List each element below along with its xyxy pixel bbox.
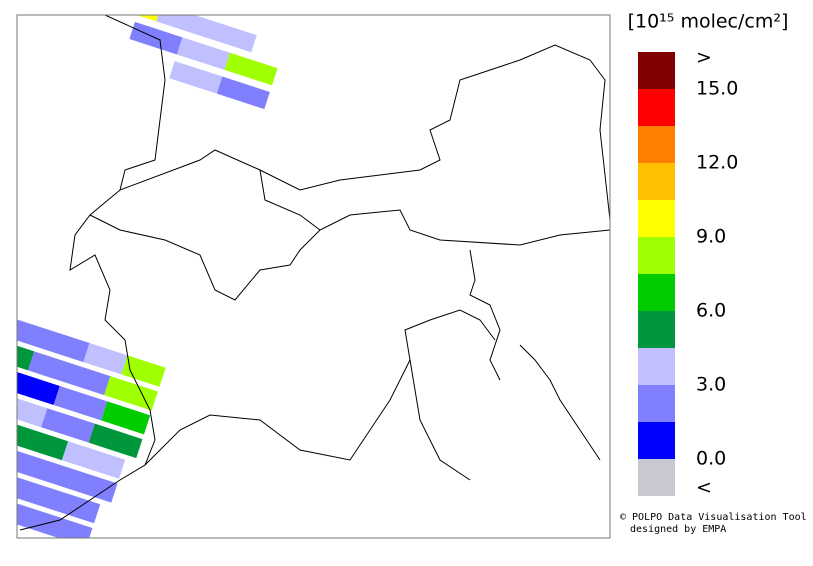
legend-swatch — [638, 126, 675, 163]
credit: © POLPO Data Visualisation Tool — [620, 512, 807, 523]
legend-label: 15.0 — [696, 78, 738, 100]
legend-swatch — [638, 385, 675, 422]
legend-swatch — [638, 422, 675, 459]
borders — [19, 15, 610, 531]
legend-label: 3.0 — [696, 374, 726, 396]
legend-swatch — [638, 163, 675, 200]
legend-label: 6.0 — [696, 300, 726, 322]
map-frame — [16, 14, 611, 539]
legend-swatch — [638, 89, 675, 126]
legend-swatch — [638, 237, 675, 274]
legend-label: 0.0 — [696, 448, 726, 470]
legend-title: [10¹⁵ molec/cm²] — [628, 11, 789, 33]
legend-swatch — [638, 274, 675, 311]
legend-swatch — [638, 200, 675, 237]
legend-swatch — [638, 459, 675, 496]
map — [17, 15, 610, 538]
legend-label: > — [696, 47, 712, 69]
swath-north — [118, 15, 278, 110]
legend-swatch — [638, 311, 675, 348]
legend-swatch — [638, 348, 675, 385]
credit: designed by EMPA — [630, 524, 726, 535]
legend-label: < — [696, 477, 712, 499]
legend-swatch — [638, 52, 675, 89]
legend-label: 9.0 — [696, 226, 726, 248]
legend-label: 12.0 — [696, 152, 738, 174]
swath-south — [17, 315, 166, 538]
